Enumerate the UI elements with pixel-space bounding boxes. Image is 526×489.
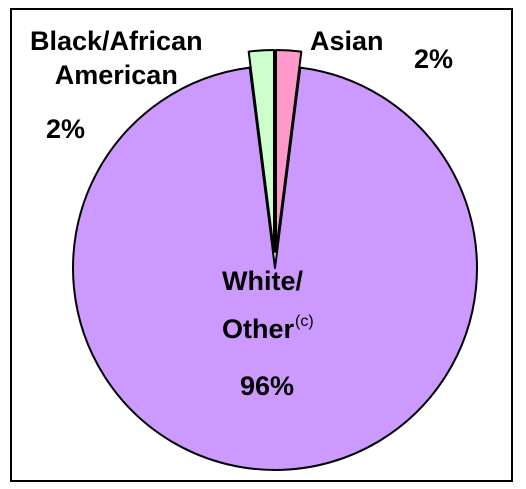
label-white-line2-wrap: Other(c) bbox=[222, 313, 314, 344]
label-black-african-american: Black/African American bbox=[30, 28, 203, 89]
label-asian: Asian bbox=[310, 26, 384, 56]
value-black-african-american: 2% bbox=[46, 114, 86, 144]
value-white-other: 96% bbox=[240, 371, 295, 401]
value-asian: 2% bbox=[414, 44, 454, 74]
label-white-superscript: (c) bbox=[295, 313, 314, 330]
label-white-other: White/ Other(c) bbox=[222, 268, 314, 343]
label-black-line2: American bbox=[54, 60, 178, 90]
slice-white-other bbox=[72, 66, 478, 471]
slice-asian bbox=[275, 49, 303, 254]
label-white-line2: Other bbox=[222, 314, 295, 344]
label-black-line1: Black/African bbox=[30, 26, 203, 56]
slice-black-african-american bbox=[247, 49, 275, 254]
label-white-line1: White/ bbox=[222, 266, 303, 296]
